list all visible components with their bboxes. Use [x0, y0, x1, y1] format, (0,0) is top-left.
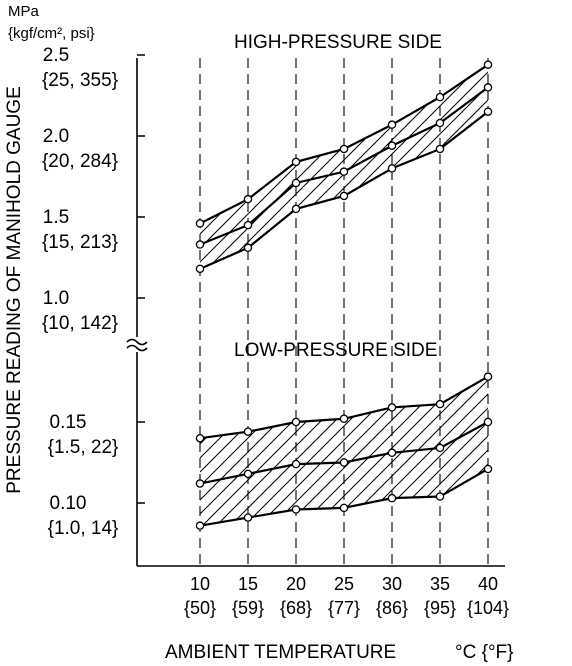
axes: [126, 58, 505, 567]
high-series-2-point-40: [483, 83, 493, 92]
low-series-2-point-25: [339, 458, 349, 467]
high-series-3-point-40: [483, 107, 493, 116]
high-series-2-point-30: [387, 141, 397, 150]
xtick-f-25: {77}: [328, 598, 360, 618]
high-ytick-mpa-2: 1.5: [43, 207, 69, 228]
low-ytick-mpa-0: 0.15: [50, 412, 87, 433]
low-series-2-point-30: [387, 448, 397, 458]
low-series-3-point-40: [483, 464, 493, 474]
xtick-c-20: 20: [286, 574, 306, 594]
low-ytick-mpa-1: 0.10: [50, 493, 87, 514]
high-series-3-point-35: [435, 144, 445, 154]
y-tick-labels: 2.5 {25, 355} 2.0 {20, 284} 1.5 {15, 213} 1.0 {…: [42, 45, 145, 539]
axis-break-mark-2: [126, 344, 148, 352]
low-series-1-point-15: [243, 427, 253, 436]
high-series-3-point-20: [291, 204, 301, 214]
high-ytick-alt-1: {20, 284}: [42, 151, 118, 172]
high-series-2-point-35: [435, 118, 445, 128]
low-pressure-label: LOW-PRESSURE SIDE: [234, 340, 437, 361]
series-group: [195, 60, 493, 530]
high-pressure-label: HIGH-PRESSURE SIDE: [234, 32, 442, 53]
xtick-c-15: 15: [238, 574, 258, 594]
high-series-3-point-15: [243, 243, 253, 253]
high-series-1-point-40: [483, 60, 493, 69]
high-series-3-point-25: [339, 191, 349, 201]
xtick-c-35: 35: [430, 574, 450, 594]
high-series-3-point-30: [387, 164, 397, 173]
x-axis-unit: °C {°F}: [455, 642, 514, 663]
low-series-2-point-10: [195, 479, 205, 488]
high-series-1-point-25: [339, 144, 349, 154]
xtick-c-10: 10: [190, 574, 210, 594]
y-unit-mpa: MPa: [8, 3, 40, 20]
xtick-c-30: 30: [382, 574, 402, 594]
high-series-2-point-10: [195, 240, 205, 249]
xtick-f-35: {95}: [424, 598, 456, 618]
high-ytick-alt-0: {25, 355}: [42, 70, 118, 91]
low-series-3-point-25: [339, 503, 349, 513]
low-series-3-point-15: [243, 513, 253, 522]
high-pressure-band: [200, 64, 488, 269]
xtick-f-10: {50}: [184, 598, 216, 618]
xtick-c-25: 25: [334, 574, 354, 594]
low-series-1-point-10: [195, 433, 205, 443]
high-series-1-point-30: [387, 120, 397, 129]
high-series-1-point-10: [195, 219, 205, 228]
high-ytick-mpa-1: 2.0: [43, 126, 69, 147]
low-series-3-point-30: [387, 493, 397, 503]
low-ytick-alt-1: {1.0, 14}: [48, 518, 119, 539]
high-series-2-point-15: [243, 220, 253, 230]
high-series-3-point-10: [195, 264, 205, 274]
high-series-1-point-35: [435, 92, 445, 102]
xtick-f-20: {68}: [280, 598, 312, 618]
low-series-2-point-20: [291, 459, 301, 469]
low-series-2-point-40: [483, 417, 493, 427]
low-series-3-point-10: [195, 521, 205, 530]
xtick-f-30: {86}: [376, 598, 408, 618]
y-axis-title: PRESSURE READING OF MANIHOLD GAUGE: [4, 86, 25, 494]
high-ytick-mpa-3: 1.0: [43, 288, 69, 309]
high-series-1-point-20: [291, 157, 301, 167]
low-series-3-point-35: [435, 492, 445, 501]
high-series-1-point-15: [243, 194, 253, 204]
axis-break-mark-1: [126, 338, 148, 346]
xtick-f-40: {104}: [467, 598, 509, 618]
low-series-1-point-25: [339, 414, 349, 424]
low-series-1-point-30: [387, 403, 397, 412]
low-series-2-point-35: [435, 443, 445, 453]
low-series-1-point-35: [435, 399, 445, 409]
low-ytick-alt-0: {1.5, 22}: [48, 437, 119, 458]
y-unit-kgf-psi: {kgf/cm², psi}: [8, 25, 95, 42]
x-axis-title: AMBIENT TEMPERATURE: [165, 642, 396, 663]
low-series-1-point-20: [291, 417, 301, 427]
high-ytick-alt-2: {15, 213}: [42, 232, 118, 253]
high-ytick-alt-3: {10, 142}: [42, 313, 118, 334]
high-ytick-mpa-0: 2.5: [43, 45, 69, 66]
low-series-1-point-40: [483, 372, 493, 381]
xtick-c-40: 40: [478, 574, 498, 594]
high-series-2-point-20: [291, 178, 301, 188]
low-series-3-point-20: [291, 505, 301, 514]
low-series-2-point-15: [243, 469, 253, 479]
high-series-2-point-25: [339, 167, 349, 176]
x-tick-labels: 10 {50} 15 {59} 20 {68} 25 {77} 30 {86} 35 {95} 40 {1…: [184, 574, 509, 618]
xtick-f-15: {59}: [232, 598, 264, 618]
